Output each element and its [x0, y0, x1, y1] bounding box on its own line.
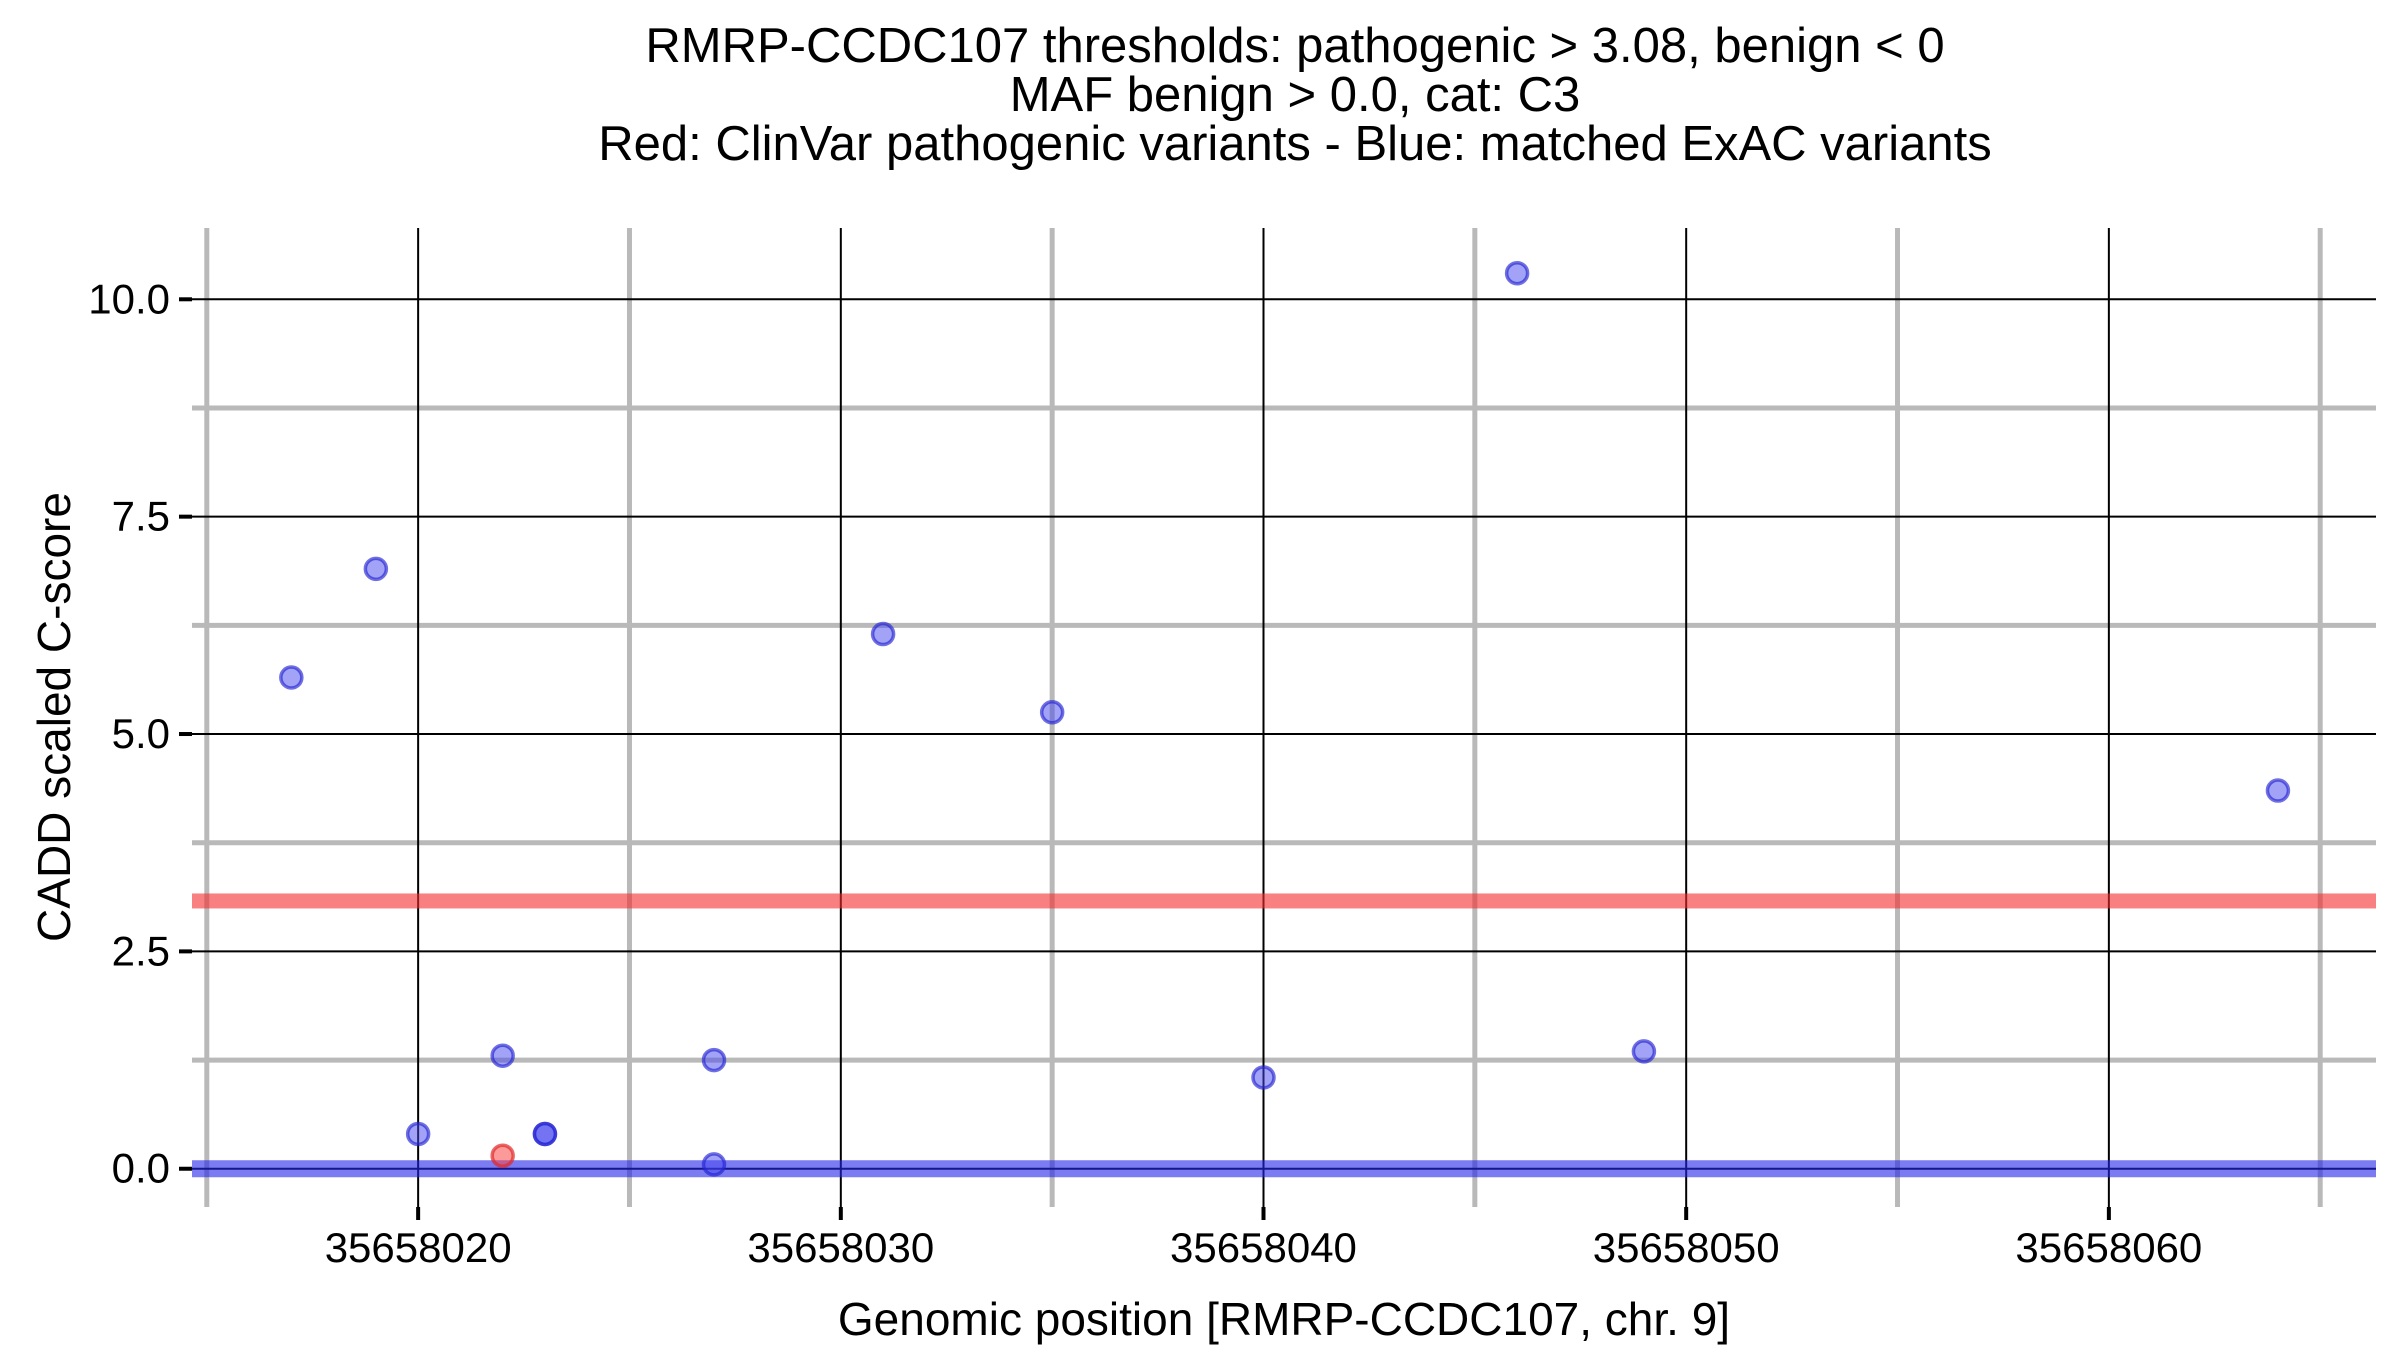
clinvar-data-point: [490, 1143, 515, 1168]
x-tick-label: 35658060: [2015, 1224, 2202, 1271]
x-axis-title: Genomic position [RMRP-CCDC107, chr. 9]: [837, 1293, 1731, 1345]
exac-data-point: [701, 1047, 727, 1073]
exac-data-point: [870, 621, 896, 647]
plot-title-line-2: MAF benign > 0.0, cat: C3: [1009, 68, 1581, 122]
x-tick-label: 35658050: [1593, 1224, 1780, 1271]
benign-threshold-band: [192, 1160, 2376, 1178]
y-axis-title: CADD scaled C-score: [28, 492, 80, 942]
exac-data-point: [2265, 778, 2291, 803]
exac-data-point: [1039, 700, 1065, 725]
exac-data-point: [279, 665, 304, 690]
plot-title-line-1: RMRP-CCDC107 thresholds: pathogenic > 3.…: [645, 19, 1945, 73]
exac-data-point: [363, 556, 389, 582]
exac-data-point: [701, 1152, 727, 1177]
y-tick-label: 0.0: [112, 1145, 170, 1192]
x-tick-label: 35658020: [325, 1224, 512, 1271]
y-tick-label: 5.0: [112, 710, 170, 757]
pathogenic-threshold-band: [192, 893, 2376, 909]
exac-data-point: [532, 1121, 558, 1147]
exac-data-point: [490, 1043, 515, 1068]
x-tick-label: 35658040: [1170, 1224, 1357, 1271]
exac-data-point: [405, 1121, 431, 1147]
x-tick-label: 35658030: [747, 1224, 934, 1271]
exac-data-point: [1504, 260, 1530, 286]
y-tick-label: 2.5: [112, 927, 170, 974]
plot-title-line-3: Red: ClinVar pathogenic variants - Blue:…: [598, 117, 1992, 171]
y-tick-label: 7.5: [112, 493, 170, 540]
exac-data-point: [1631, 1039, 1657, 1064]
exac-data-point: [1251, 1065, 1276, 1090]
y-tick-label: 10.0: [88, 275, 170, 322]
